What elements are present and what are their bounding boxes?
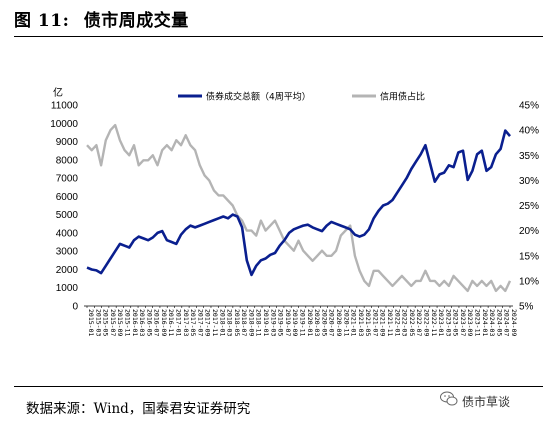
y-left-tick-label: 0 — [72, 302, 78, 313]
x-tick-label: 2023-11 — [474, 309, 482, 336]
x-tick-label: 2015-03 — [94, 309, 102, 336]
x-tick-label: 2019-03 — [269, 309, 277, 336]
x-tick-label: 2021-05 — [364, 309, 372, 336]
series-line-volume — [86, 129, 511, 277]
x-tick-label: 2019-09 — [291, 309, 299, 336]
y-right-tick-label: 45% — [519, 101, 539, 112]
x-tick-label: 2015-07 — [109, 309, 117, 336]
x-tick-label: 2018-01 — [218, 309, 226, 336]
y-left-tick-label: 4000 — [56, 228, 79, 239]
x-tick-label: 2016-05 — [145, 309, 153, 336]
x-tick-label: 2016-01 — [131, 309, 139, 336]
source-rule — [14, 386, 543, 387]
series-lines — [86, 123, 512, 293]
y-left-tick-label: 6000 — [56, 192, 79, 203]
x-tick-label: 2015-09 — [116, 309, 124, 336]
y-left-tick-label: 1000 — [56, 283, 79, 294]
x-tick-label: 2024-03 — [488, 309, 496, 336]
x-tick-label: 2015-11 — [123, 309, 131, 336]
x-axis: 2015-01 2015-03 2015-05 2015-07 2015-09 2015-… — [84, 305, 518, 336]
x-tick-label: 2017-05 — [189, 309, 197, 336]
x-tick-label: 2022-01 — [393, 309, 401, 336]
watermark-text: 债市草谈 — [462, 395, 511, 409]
x-tick-label: 2019-11 — [299, 309, 307, 336]
y-axis-left-unit: 亿 — [53, 86, 63, 99]
x-tick-label: 2024-07 — [503, 309, 511, 336]
x-tick-label: 2018-09 — [247, 309, 255, 336]
x-tick-label: 2019-05 — [277, 309, 285, 336]
x-tick-label: 2024-05 — [495, 309, 503, 336]
x-tick-label: 2023-01 — [437, 309, 445, 336]
y-right-tick-label: 5% — [519, 302, 534, 313]
x-tick-label: 2016-11 — [167, 309, 175, 336]
x-tick-label: 2021-07 — [371, 309, 379, 336]
x-tick-label: 2019-01 — [262, 309, 270, 336]
x-tick-label: 2023-09 — [466, 309, 474, 336]
title-rule — [14, 36, 543, 37]
x-tick-label: 2022-03 — [401, 309, 409, 336]
y-right-tick-label: 10% — [519, 276, 539, 287]
y-right-tick-label: 30% — [519, 176, 539, 187]
x-tick-label: 2022-11 — [430, 309, 438, 336]
x-tick-label: 2018-11 — [255, 309, 263, 336]
x-tick-label: 2020-07 — [328, 309, 336, 336]
x-tick-label: 2024-09 — [510, 309, 518, 336]
x-tick-label: 2017-01 — [175, 309, 183, 336]
x-tick-label: 2021-11 — [386, 309, 394, 336]
x-tick-label: 2023-07 — [459, 309, 467, 336]
source-note: 数据来源：Wind，国泰君安证券研究 — [26, 401, 251, 417]
x-tick-label: 2018-07 — [240, 309, 248, 336]
y-left-tick-label: 2000 — [56, 265, 79, 276]
x-tick-label: 2017-03 — [182, 309, 190, 336]
legend-item-credit-share-label: 信用债占比 — [380, 91, 425, 103]
y-left-tick-label: 5000 — [56, 210, 79, 221]
legend: 债券成交总额（4周平均） 信用债占比 — [178, 91, 425, 103]
x-tick-label: 2020-11 — [342, 309, 350, 336]
x-tick-label: 2020-09 — [335, 309, 343, 336]
x-tick-label: 2021-01 — [350, 309, 358, 336]
x-tick-label: 2015-01 — [87, 309, 95, 336]
x-tick-label: 2018-03 — [226, 309, 234, 336]
y-right-tick-label: 20% — [519, 226, 539, 237]
legend-item-volume-label: 债券成交总额（4周平均） — [206, 91, 311, 103]
y-axis-left: 0 1000 2000 3000 4000 5000 6000 7000 8000 9000 100… — [50, 101, 78, 313]
figure-title-text: 债市周成交量 — [83, 11, 189, 31]
x-tick-label: 2021-09 — [379, 309, 387, 336]
x-tick-label: 2017-09 — [204, 309, 212, 336]
series-line-credit-share — [86, 123, 512, 293]
y-right-tick-label: 35% — [519, 151, 539, 162]
y-right-tick-label: 40% — [519, 126, 539, 137]
y-left-tick-label: 11000 — [51, 101, 79, 112]
x-tick-label: 2022-09 — [422, 309, 430, 336]
wechat-icon — [440, 391, 458, 406]
x-tick-label: 2022-05 — [408, 309, 416, 336]
x-tick-label: 2018-05 — [233, 309, 241, 336]
y-axis-right: 5% 10% 15% 20% 25% 30% 35% 40% 45% — [519, 101, 539, 313]
x-tick-label: 2024-01 — [481, 309, 489, 336]
x-tick-label: 2016-07 — [153, 309, 161, 336]
x-tick-label: 2016-09 — [160, 309, 168, 336]
x-tick-label: 2015-05 — [102, 309, 110, 336]
y-left-tick-label: 9000 — [56, 137, 79, 148]
x-tick-label: 2017-11 — [211, 309, 219, 336]
y-right-tick-label: 15% — [519, 251, 539, 262]
x-tick-label: 2023-03 — [444, 309, 452, 336]
x-tick-label: 2016-03 — [138, 309, 146, 336]
figure-title: 图 11: 债市周成交量 — [14, 6, 189, 31]
y-left-tick-label: 8000 — [56, 155, 79, 166]
x-tick-label: 2017-07 — [196, 309, 204, 336]
y-left-tick-label: 7000 — [56, 174, 79, 185]
x-tick-label: 2022-07 — [415, 309, 423, 336]
x-tick-label: 2019-07 — [284, 309, 292, 336]
figure-label: 图 11: — [14, 11, 70, 31]
x-tick-label: 2020-01 — [306, 309, 314, 336]
x-tick-label: 2021-03 — [357, 309, 365, 336]
x-tick-label: 2020-05 — [320, 309, 328, 336]
y-left-tick-label: 3000 — [56, 247, 79, 258]
y-left-tick-label: 10000 — [50, 119, 78, 130]
x-tick-label: 2020-03 — [313, 309, 321, 336]
y-right-tick-label: 25% — [519, 201, 539, 212]
x-tick-label: 2023-05 — [452, 309, 460, 336]
